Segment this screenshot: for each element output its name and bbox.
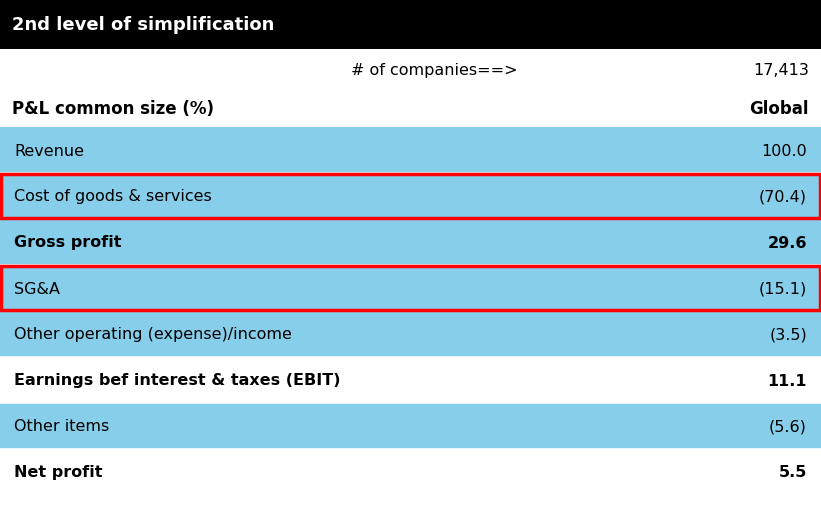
Bar bbox=[0, 90, 821, 128]
Bar bbox=[0, 174, 821, 220]
Text: Cost of goods & services: Cost of goods & services bbox=[14, 189, 212, 204]
Text: Earnings bef interest & taxes (EBIT): Earnings bef interest & taxes (EBIT) bbox=[14, 373, 341, 388]
Text: 29.6: 29.6 bbox=[768, 235, 807, 250]
Bar bbox=[0, 128, 821, 174]
Bar bbox=[0, 0, 821, 50]
Text: # of companies==>: # of companies==> bbox=[351, 63, 517, 77]
Text: 5.5: 5.5 bbox=[778, 465, 807, 480]
Text: SG&A: SG&A bbox=[14, 281, 60, 296]
Bar bbox=[0, 403, 821, 449]
Text: P&L common size (%): P&L common size (%) bbox=[12, 100, 214, 118]
Text: 2nd level of simplification: 2nd level of simplification bbox=[12, 16, 274, 34]
Text: Other items: Other items bbox=[14, 419, 109, 434]
Text: Global: Global bbox=[750, 100, 809, 118]
Text: Gross profit: Gross profit bbox=[14, 235, 122, 250]
Text: 11.1: 11.1 bbox=[768, 373, 807, 388]
Bar bbox=[0, 50, 821, 90]
Text: (70.4): (70.4) bbox=[759, 189, 807, 204]
Bar bbox=[1, 175, 820, 219]
Text: 100.0: 100.0 bbox=[761, 143, 807, 158]
Bar bbox=[0, 266, 821, 312]
Text: (15.1): (15.1) bbox=[759, 281, 807, 296]
Text: Other operating (expense)/income: Other operating (expense)/income bbox=[14, 327, 292, 342]
Text: Net profit: Net profit bbox=[14, 465, 103, 480]
Text: (3.5): (3.5) bbox=[769, 327, 807, 342]
Bar bbox=[0, 358, 821, 403]
Text: 17,413: 17,413 bbox=[753, 63, 809, 77]
Text: (5.6): (5.6) bbox=[769, 419, 807, 434]
Bar bbox=[1, 267, 820, 311]
Bar bbox=[0, 449, 821, 495]
Bar bbox=[0, 220, 821, 266]
Text: Revenue: Revenue bbox=[14, 143, 84, 158]
Bar bbox=[0, 312, 821, 358]
